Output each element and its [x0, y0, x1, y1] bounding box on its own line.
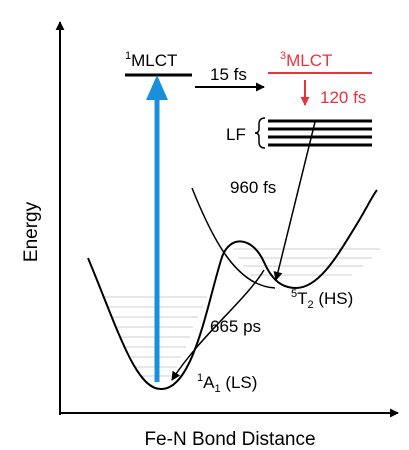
- hs-vibrational-levels: [233, 248, 380, 276]
- x-axis-label: Fe-N Bond Distance: [144, 429, 315, 450]
- lf-hs-time-label: 960 fs: [230, 178, 276, 197]
- mlct1-label: 1MLCT: [125, 50, 177, 70]
- mlct3-label: 3MLCT: [280, 50, 332, 70]
- y-axis-label: Energy: [21, 201, 42, 262]
- hs-ls-time-label: 665 ps: [210, 317, 261, 336]
- mlct-lf-time-label: 120 fs: [320, 88, 366, 107]
- lf-levels: [268, 119, 372, 147]
- lf-brace: [254, 117, 266, 149]
- lf-label: LF: [226, 125, 246, 144]
- lf-potential-curve: [191, 187, 276, 289]
- isc-time-label: 15 fs: [210, 65, 247, 84]
- t2-label: 5T2 (HS): [291, 288, 353, 311]
- ls-hs-potential-curve: [87, 189, 378, 391]
- a1-label: 1A1 (LS): [197, 372, 257, 395]
- excitation-arrowhead: [146, 75, 168, 100]
- lf-to-hs-arrow: [273, 121, 316, 281]
- hs-to-ls-arrow: [171, 269, 265, 381]
